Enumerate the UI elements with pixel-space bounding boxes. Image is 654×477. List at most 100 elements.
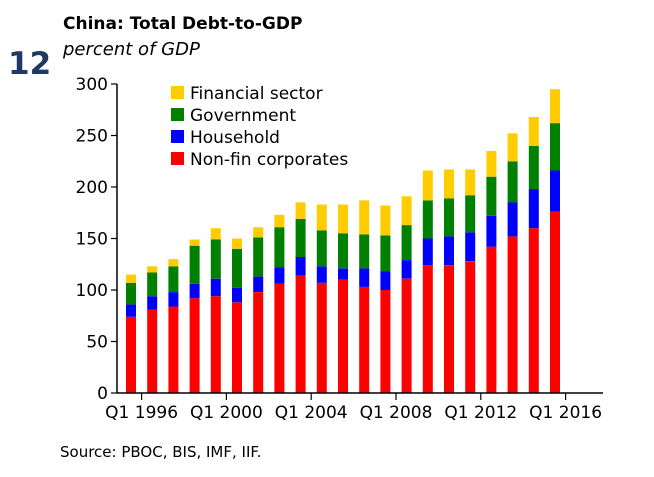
bar-segment-government-2001 [253, 237, 264, 277]
bar-segment-government-2014 [528, 145, 539, 190]
bar-segment-household-1996 [147, 296, 158, 310]
bar-segment-financial-sector-2003 [295, 202, 306, 219]
bar-segment-financial-sector-2008 [401, 196, 412, 226]
bar-segment-non-fin-corporates-2006 [359, 286, 370, 393]
bar-segment-government-2011 [465, 195, 476, 233]
bar-segment-household-2008 [401, 260, 412, 279]
x-tick-label: Q1 2004 [275, 403, 348, 423]
legend-label-non-fin-corporates: Non-fin corporates [190, 150, 348, 170]
legend-label-financial-sector: Financial sector [190, 84, 323, 104]
bar-segment-government-1997 [168, 266, 179, 293]
bar-segment-non-fin-corporates-2011 [465, 261, 476, 393]
bar-segment-non-fin-corporates-2012 [486, 246, 497, 393]
source-note: Source: PBOC, BIS, IMF, IIF. [60, 443, 262, 461]
legend-label-household: Household [190, 128, 280, 148]
y-tick-label: 0 [97, 384, 108, 404]
bar-segment-financial-sector-2000 [232, 238, 242, 249]
bar-segment-non-fin-corporates-2010 [444, 265, 454, 393]
x-tick-label: Q1 2008 [360, 403, 433, 423]
bar-segment-government-2008 [401, 225, 412, 261]
bar-segment-financial-sector-1996 [147, 266, 158, 273]
bars-layer [126, 89, 560, 393]
bar-segment-financial-sector-2014 [528, 117, 539, 146]
bar-segment-government-2005 [338, 233, 348, 269]
x-tick-label: Q1 2012 [444, 403, 517, 423]
bar-segment-household-2014 [528, 189, 539, 229]
bar-segment-non-fin-corporates-1997 [168, 306, 179, 393]
bar-segment-financial-sector-2009 [422, 170, 433, 201]
bar-segment-non-fin-corporates-2004 [316, 282, 327, 393]
bar-segment-government-2003 [295, 218, 306, 257]
bar-segment-non-fin-corporates-1996 [147, 309, 158, 393]
bar-segment-non-fin-corporates-2000 [232, 302, 242, 393]
bar-segment-financial-sector-2001 [253, 227, 264, 238]
bar-segment-financial-sector-2004 [316, 204, 327, 231]
bar-segment-government-2007 [380, 235, 391, 272]
bar-segment-household-1999 [210, 278, 221, 297]
bar-segment-non-fin-corporates-2002 [274, 283, 285, 393]
y-tick-label: 150 [76, 230, 108, 250]
bar-segment-government-2002 [274, 227, 285, 268]
bar-segment-government-2000 [232, 248, 242, 288]
bar-segment-household-1997 [168, 292, 179, 307]
bar-segment-financial-sector-2006 [359, 200, 370, 235]
y-tick-label: 50 [86, 333, 108, 353]
bar-segment-non-fin-corporates-1998 [189, 298, 200, 393]
bar-segment-financial-sector-2012 [486, 150, 497, 177]
bar-segment-government-2013 [507, 161, 518, 203]
bar-segment-household-2013 [507, 202, 518, 237]
bar-segment-government-1996 [147, 272, 158, 297]
bar-segment-financial-sector-2005 [338, 204, 348, 234]
bar-segment-financial-sector-2015 [550, 89, 560, 124]
legend: Financial sectorGovernmentHouseholdNon-f… [171, 84, 348, 170]
bar-segment-government-2004 [316, 230, 327, 267]
bar-segment-household-2009 [422, 238, 433, 266]
x-tick-label: Q1 1996 [105, 403, 178, 423]
legend-swatch-non-fin-corporates [171, 152, 184, 165]
bar-segment-non-fin-corporates-2003 [295, 275, 306, 393]
bar-segment-household-2004 [316, 266, 327, 283]
y-tick-label: 300 [76, 75, 108, 95]
axes-layer: 0 50 100 150 200 250 300 Q1 1996 Q1 2000 Q1 2004 Q… [76, 75, 603, 423]
bar-segment-financial-sector-1997 [168, 259, 179, 267]
bar-segment-non-fin-corporates-2008 [401, 278, 412, 393]
bar-segment-financial-sector-2007 [380, 205, 391, 236]
bar-segment-non-fin-corporates-2014 [528, 228, 539, 393]
exhibit-number: 12 [8, 46, 52, 82]
bar-segment-household-2006 [359, 268, 370, 287]
x-tick-label: Q1 2016 [529, 403, 602, 423]
bar-segment-financial-sector-1998 [189, 239, 200, 246]
bar-segment-government-2012 [486, 176, 497, 216]
bar-segment-household-2012 [486, 215, 497, 247]
bar-segment-non-fin-corporates-1999 [210, 296, 221, 393]
bar-segment-household-2003 [295, 257, 306, 276]
bar-segment-household-1995 [126, 304, 136, 317]
bar-segment-government-2009 [422, 200, 433, 239]
bar-segment-government-2006 [359, 234, 370, 269]
bar-segment-household-2005 [338, 268, 348, 280]
bar-segment-non-fin-corporates-2005 [338, 279, 348, 393]
bar-segment-household-2000 [232, 287, 242, 303]
bar-segment-household-1998 [189, 283, 200, 299]
y-tick-label: 250 [76, 127, 108, 147]
bar-segment-financial-sector-2013 [507, 133, 518, 162]
legend-swatch-household [171, 130, 184, 143]
bar-segment-government-1999 [210, 239, 221, 279]
bar-segment-non-fin-corporates-2015 [550, 211, 560, 393]
bar-segment-financial-sector-2010 [444, 169, 454, 199]
bar-segment-household-2007 [380, 271, 391, 290]
bar-segment-non-fin-corporates-2009 [422, 265, 433, 393]
bar-segment-non-fin-corporates-2013 [507, 236, 518, 393]
bar-segment-financial-sector-1999 [210, 228, 221, 240]
bar-segment-government-2015 [550, 123, 560, 171]
x-tick-label: Q1 2000 [190, 403, 263, 423]
legend-label-government: Government [190, 106, 296, 126]
bar-segment-government-2010 [444, 198, 454, 237]
bar-segment-household-2001 [253, 276, 264, 292]
bar-segment-non-fin-corporates-1995 [126, 316, 136, 393]
bar-segment-non-fin-corporates-2001 [253, 292, 264, 393]
bar-segment-household-2010 [444, 236, 454, 266]
bar-segment-household-2002 [274, 267, 285, 284]
bar-segment-financial-sector-2011 [465, 169, 476, 196]
bar-segment-financial-sector-2002 [274, 214, 285, 228]
